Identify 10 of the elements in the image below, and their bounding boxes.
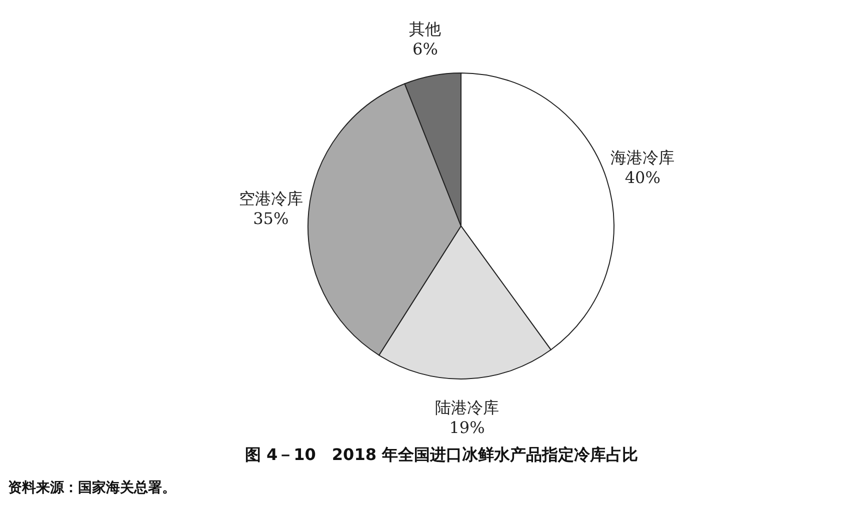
data-label: 35% <box>253 209 289 228</box>
slice-label: 空港冷库 <box>238 189 303 208</box>
slice-label: 陆港冷库 <box>435 398 499 417</box>
data-label: 6% <box>412 39 438 58</box>
slice-label: 其他 <box>409 19 442 38</box>
data-label: 19% <box>449 418 485 437</box>
data-label: 40% <box>624 168 660 187</box>
text: 图 4－10 2018 年全国进口冰鲜水产品指定冷库占比 <box>244 445 638 464</box>
slice-label: 海港冷库 <box>610 148 675 167</box>
text: 资料来源：国家海关总署。 <box>8 479 176 496</box>
